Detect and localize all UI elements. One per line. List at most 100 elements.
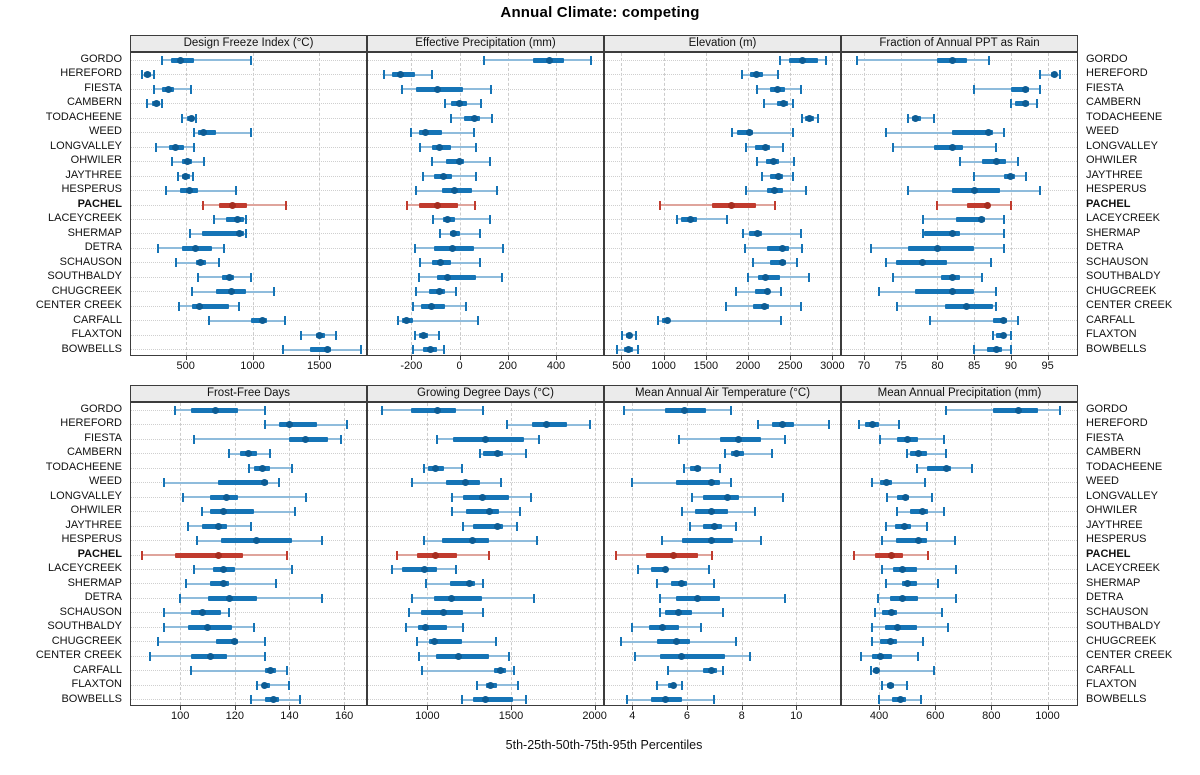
whisker-cap-high: [920, 695, 923, 705]
row-guide: [605, 88, 840, 90]
station-label-shermap: SHERMAP: [67, 226, 122, 239]
whisker-cap-low: [631, 622, 634, 632]
whisker-cap-high: [748, 651, 751, 661]
whisker-cap-low: [621, 330, 624, 340]
row-guide: [131, 233, 366, 235]
median-dot-chugcreek: [763, 288, 771, 296]
median-dot-weed: [882, 479, 890, 487]
median-dot-center-creek: [195, 302, 203, 310]
median-dot-todacheene: [805, 114, 813, 122]
station-label-todacheene: TODACHEENE: [1086, 460, 1163, 473]
row-guide: [842, 655, 1077, 657]
whisker-cap-high: [473, 128, 476, 138]
whisker-cap-low: [945, 405, 948, 415]
iqr-box-bowbells: [473, 697, 513, 703]
row-guide: [605, 626, 840, 628]
whisker-cap-high: [250, 272, 253, 282]
whisker-cap-high: [824, 55, 827, 65]
tick-label-8: 8: [738, 710, 745, 722]
row-guide: [605, 233, 840, 235]
whisker-cap-low: [631, 478, 634, 488]
whisker-cap-high: [782, 142, 785, 152]
panel-header-mean-annual-air-temperature-c: Mean Annual Air Temperature (°C): [604, 385, 841, 402]
iqr-box-ohwiler: [909, 509, 929, 515]
tick-95: [1047, 356, 1049, 360]
iqr-box-longvalley: [463, 494, 510, 500]
whisker-cap-low: [880, 680, 883, 690]
whisker-cap-low: [871, 637, 874, 647]
station-label-longvalley: LONGVALLEY: [1086, 489, 1158, 502]
median-dot-weed: [708, 479, 716, 487]
whisker-cap-high: [530, 492, 533, 502]
row-guide: [605, 103, 840, 105]
station-label-gordo: GORDO: [1086, 403, 1128, 415]
whisker-cap-high: [987, 55, 990, 65]
whisker-cap-low: [741, 229, 744, 239]
whisker-cap-high: [454, 564, 457, 574]
whisker-cap-low: [146, 99, 149, 109]
row-guide: [131, 424, 366, 426]
whisker-shermap: [440, 232, 481, 235]
whisker-cap-low: [756, 157, 759, 167]
median-dot-center-creek: [678, 652, 685, 660]
whisker-cap-high: [263, 637, 266, 647]
whisker-hereford: [1040, 73, 1061, 76]
median-dot-carfall: [1000, 317, 1008, 325]
median-dot-fiesta: [773, 85, 781, 93]
tick-label-140: 140: [280, 710, 299, 722]
median-dot-schauson: [919, 259, 927, 267]
whisker-cap-high: [699, 622, 702, 632]
iqr-box-pachel: [174, 552, 244, 558]
median-dot-shermap: [220, 580, 228, 588]
station-label-ohwiler: OHWILER: [70, 504, 122, 517]
whisker-cap-high: [532, 593, 535, 603]
median-dot-cambern: [914, 450, 922, 458]
tick-label-160: 160: [334, 710, 354, 722]
x-axis-fraction-of-annual-ppt-as-rain: 70 75 80 85 90 95: [841, 356, 1078, 374]
whisker-carfall: [667, 669, 723, 672]
station-labels-left: GORDO HEREFORD FIESTA CAMBERN TODACHEENE WEED…: [0, 52, 130, 356]
station-label-southbaldy: SOUTHBALDY: [47, 270, 122, 283]
tick-1500: [511, 706, 512, 710]
whisker-cap-low: [174, 258, 177, 268]
median-dot-weed: [745, 129, 753, 137]
median-dot-hesperus: [708, 537, 716, 545]
whisker-cap-low: [991, 330, 994, 340]
gridline-x-160: [344, 403, 346, 705]
whisker-cap-low: [1039, 70, 1042, 80]
iqr-box-ohwiler: [446, 159, 465, 165]
gridline-x-1000: [1047, 403, 1049, 705]
whisker-cap-low: [417, 272, 420, 282]
whisker-cap-low: [439, 229, 442, 239]
whisker-cap-high: [535, 536, 538, 546]
row-guide: [605, 349, 840, 351]
whisker-cap-low: [191, 287, 194, 297]
whisker-cap-low: [450, 113, 453, 123]
median-dot-hesperus: [451, 187, 459, 195]
whisker-cap-low: [430, 157, 433, 167]
whisker-cap-high: [489, 84, 492, 94]
row-guide: [605, 190, 840, 192]
whisker-cap-high: [515, 521, 518, 531]
whisker-cap-low: [444, 99, 447, 109]
station-label-hereford: HEREFORD: [1086, 67, 1148, 80]
whisker-cap-high: [634, 330, 637, 340]
whisker-cap-high: [784, 593, 787, 603]
whisker-cap-low: [281, 345, 284, 355]
iqr-box-schauson: [770, 260, 786, 266]
row-guide: [368, 334, 603, 336]
station-label-southbaldy: SOUTHBALDY: [47, 620, 122, 633]
whisker-cap-low: [877, 287, 880, 297]
station-label-shermap: SHERMAP: [1086, 576, 1141, 589]
whisker-weed: [886, 131, 1004, 134]
panel-header-design-freeze-index-c: Design Freeze Index (°C): [130, 35, 367, 52]
station-label-gordo: GORDO: [1086, 53, 1128, 65]
tick-label-600: 600: [926, 710, 945, 722]
station-label-fiesta: FIESTA: [84, 431, 122, 444]
tick-140: [289, 706, 291, 710]
tick-label-90: 90: [1004, 360, 1018, 372]
whisker-detra: [659, 597, 786, 600]
median-dot-todacheene: [942, 464, 950, 472]
whisker-flaxton: [476, 684, 518, 687]
median-dot-pachel: [432, 551, 440, 559]
